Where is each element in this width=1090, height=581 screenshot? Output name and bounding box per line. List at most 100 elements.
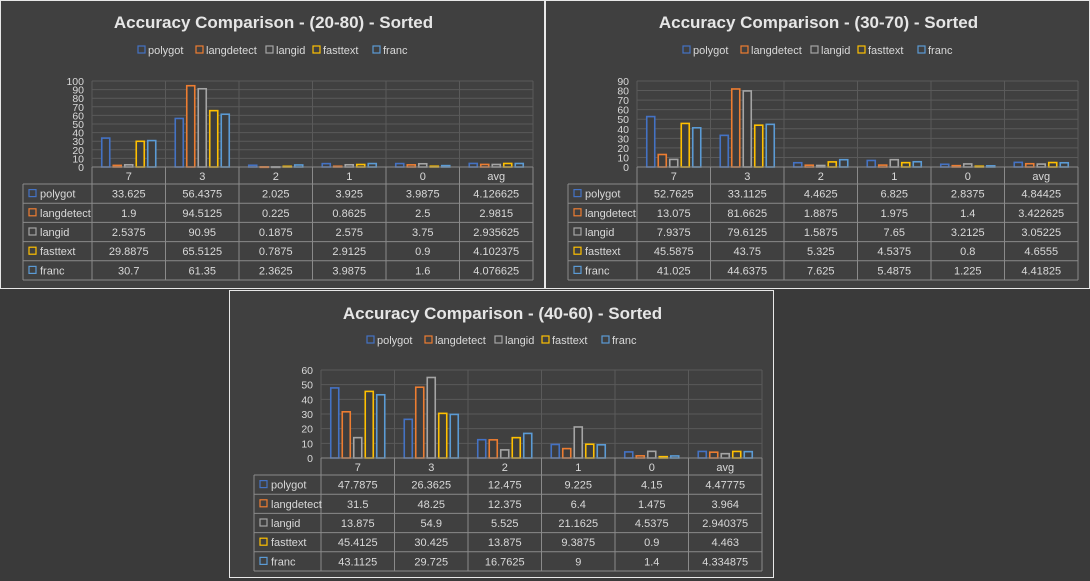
category-label: avg	[487, 171, 505, 183]
legend-swatch-franc	[917, 45, 926, 54]
y-tick-label: 50	[301, 380, 313, 392]
bar-langdetect-3	[185, 84, 196, 168]
table-cell: 31.5	[347, 499, 368, 511]
chart-panel-40-60: Accuracy Comparison - (40-60) - Sorted po…	[229, 290, 774, 578]
y-tick-label: 70	[617, 95, 629, 107]
table-cell: 1.8875	[804, 208, 838, 220]
bar-polygot-7	[645, 115, 656, 168]
table-cell: 4.6555	[1024, 246, 1058, 258]
table-cell: 2.3625	[259, 265, 293, 277]
bar-polygot-0	[623, 451, 634, 459]
bar-polygot-3	[719, 134, 730, 168]
legend-label-langid: langid	[821, 45, 850, 57]
y-tick-label: 60	[72, 110, 84, 122]
table-cell: 43.75	[733, 246, 761, 258]
table-cell: 9.3875	[561, 537, 595, 549]
table-cell: 9	[575, 556, 581, 568]
legend-swatch-langid	[265, 45, 274, 54]
legend-label-langid: langid	[505, 335, 534, 347]
table-cell: 13.875	[488, 537, 522, 549]
bar-polygot-2	[476, 438, 487, 459]
table-cell: 45.5875	[654, 246, 694, 258]
bar-langid-0	[646, 450, 657, 459]
bar-langid-7	[352, 436, 363, 459]
bar-langdetect-3	[730, 88, 741, 168]
table-cell: 21.1625	[558, 518, 598, 530]
bar-polygot-3	[174, 117, 185, 168]
bar-franc-1	[912, 160, 923, 168]
bar-franc-avg	[1059, 161, 1070, 168]
legend-label-franc: franc	[383, 45, 408, 57]
bar-franc-3	[220, 113, 231, 168]
table-cell: 54.9	[421, 518, 442, 530]
table-cell: 0.9	[415, 246, 430, 258]
legend-label-franc: franc	[612, 335, 637, 347]
y-tick-label: 60	[301, 365, 313, 377]
table-cell: 4.5375	[877, 246, 911, 258]
legend-swatch-fasttext	[312, 45, 321, 54]
legend: polygot langdetect langid fasttext franc	[366, 335, 637, 347]
legend-swatch-fasttext	[541, 335, 550, 344]
row-swatch-langdetect	[573, 208, 582, 217]
row-swatch-langdetect	[28, 208, 37, 217]
category-label: 0	[965, 171, 971, 183]
legend-label-fasttext: fasttext	[552, 335, 587, 347]
table-cell: 1.4	[960, 208, 975, 220]
bar-fasttext-1	[584, 443, 595, 459]
row-swatch-langid	[259, 518, 268, 527]
category-label: 2	[273, 171, 279, 183]
row-swatch-franc	[28, 265, 37, 274]
row-label-langdetect: langdetect	[585, 208, 636, 220]
chart-title: Accuracy Comparison - (40-60) - Sorted	[343, 304, 662, 323]
table-cell: 7.9375	[657, 227, 691, 239]
category-label: 2	[502, 462, 508, 474]
table-cell: 1.475	[638, 499, 666, 511]
row-label-fasttext: fasttext	[271, 537, 306, 549]
row-label-fasttext: fasttext	[40, 246, 75, 258]
data-table: 7 3 2 1 0 avg polygot 33.625 56.4375 2.025 3.925 3.…	[22, 167, 534, 281]
category-label: avg	[1032, 171, 1050, 183]
legend-label-langdetect: langdetect	[435, 335, 486, 347]
table-cell: 2.5	[415, 208, 430, 220]
category-label: 3	[428, 462, 434, 474]
table-cell: 4.126625	[473, 189, 519, 201]
table-cell: 12.375	[488, 499, 522, 511]
table-cell: 13.075	[657, 208, 691, 220]
bar-polygot-avg	[468, 162, 479, 168]
y-tick-label: 0	[78, 162, 84, 174]
bar-polygot-7	[100, 137, 111, 168]
y-tick-label: 10	[617, 152, 629, 164]
table-cell: 2.575	[335, 227, 363, 239]
row-swatch-fasttext	[573, 246, 582, 255]
bar-fasttext-1	[900, 161, 911, 168]
bar-langdetect-7	[341, 411, 352, 459]
bar-polygot-2	[792, 161, 803, 168]
table-cell: 0.7875	[259, 246, 293, 258]
bar-fasttext-2	[511, 436, 522, 459]
table-cell: 90.95	[188, 227, 216, 239]
bar-fasttext-3	[437, 412, 448, 459]
bar-fasttext-avg	[1047, 161, 1058, 168]
table-cell: 43.1125	[338, 556, 377, 568]
legend-label-langdetect: langdetect	[206, 45, 257, 57]
row-swatch-franc	[573, 265, 582, 274]
bar-langdetect-3	[414, 386, 425, 459]
bar-fasttext-avg	[502, 162, 513, 168]
row-label-franc: franc	[40, 265, 65, 277]
table-cell: 9.225	[564, 480, 592, 492]
bar-polygot-1	[550, 443, 561, 459]
row-label-fasttext: fasttext	[585, 246, 620, 258]
category-label: 7	[671, 171, 677, 183]
table-cell: 4.076625	[473, 265, 519, 277]
bar-polygot-7	[329, 387, 340, 459]
row-swatch-polygot	[573, 189, 582, 198]
table-cell: 48.25	[417, 499, 445, 511]
table-cell: 29.725	[414, 556, 448, 568]
bar-langid-1	[889, 158, 900, 168]
y-tick-label: 30	[617, 133, 629, 145]
chart-title: Accuracy Comparison - (20-80) - Sorted	[114, 13, 433, 32]
bar-langid-avg	[720, 452, 731, 459]
row-swatch-fasttext	[259, 537, 268, 546]
bar-fasttext-3	[208, 109, 219, 168]
table-cell: 81.6625	[727, 208, 767, 220]
